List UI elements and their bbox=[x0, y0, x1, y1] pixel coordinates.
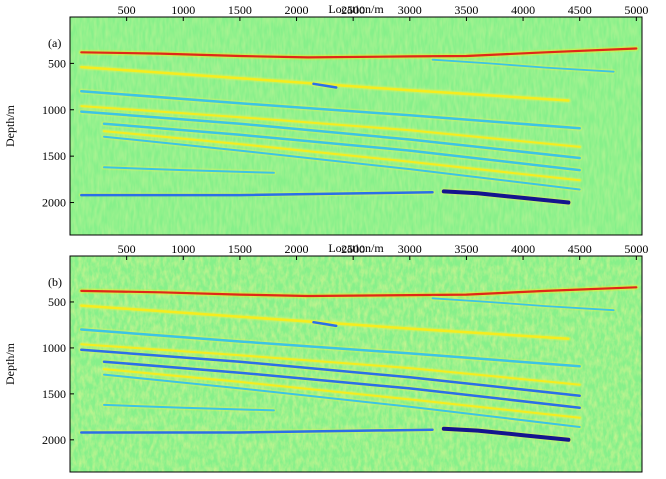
panel-a-reflectors bbox=[78, 46, 639, 206]
panel-b-reflectors bbox=[78, 284, 639, 444]
y-tick-label: 1000 bbox=[42, 341, 66, 355]
panel-a-label: (a) bbox=[48, 36, 61, 50]
x-tick-label: 500 bbox=[118, 242, 136, 256]
reflector-line bbox=[80, 191, 434, 197]
x-tick-label: 3500 bbox=[454, 242, 478, 256]
y-tick-label: 500 bbox=[48, 56, 66, 70]
x-tick-label: 4500 bbox=[568, 242, 592, 256]
x-tick-label: 5000 bbox=[624, 3, 648, 17]
reflector-line bbox=[80, 328, 581, 368]
x-tick-label: 2500 bbox=[341, 3, 365, 17]
x-tick-label: 3000 bbox=[398, 3, 422, 17]
x-tick-label: 4000 bbox=[511, 3, 535, 17]
panel-b-y-axis-label: Depth/m bbox=[3, 342, 17, 385]
x-tick-label: 1000 bbox=[171, 3, 195, 17]
panel-a: 500 1000 1500 2000 2500 3000 3500 4000 4500 5000 … bbox=[3, 2, 648, 236]
reflector-line bbox=[431, 58, 615, 73]
reflector-line bbox=[80, 47, 638, 59]
x-tick-label: 5000 bbox=[624, 242, 648, 256]
x-tick-label: 2500 bbox=[341, 242, 365, 256]
x-tick-label: 4500 bbox=[568, 3, 592, 17]
x-tick-label: 3000 bbox=[398, 242, 422, 256]
panel-a-y-ticks: 500 1000 1500 2000 bbox=[42, 56, 74, 210]
reflector-line bbox=[80, 89, 581, 130]
panel-b-x-axis-label: Location/m bbox=[328, 241, 384, 255]
y-tick-label: 2000 bbox=[42, 196, 66, 210]
reflector-line bbox=[80, 105, 581, 148]
reflector-line bbox=[80, 343, 581, 386]
x-tick-label: 1500 bbox=[228, 3, 252, 17]
reflector-line bbox=[102, 360, 581, 409]
reflector-line bbox=[102, 122, 581, 172]
panel-a-y-axis-label: Depth/m bbox=[3, 104, 17, 147]
panel-b-y-ticks: 500 1000 1500 2000 bbox=[42, 295, 74, 447]
panel-b-x-ticks: 500 1000 1500 2000 2500 3000 3500 4000 4500 5000 bbox=[118, 242, 648, 260]
reflector-line bbox=[103, 373, 581, 428]
panel-b: 500 1000 1500 2000 2500 3000 3500 4000 4500 5000 … bbox=[3, 241, 648, 473]
y-tick-label: 500 bbox=[48, 295, 66, 309]
x-tick-label: 2000 bbox=[285, 3, 309, 17]
panel-b-label: (b) bbox=[48, 275, 62, 289]
panel-a-frame bbox=[69, 16, 643, 236]
reflector-line bbox=[103, 368, 581, 419]
reflector-line bbox=[80, 428, 434, 434]
y-tick-label: 2000 bbox=[42, 433, 66, 447]
reflector-line bbox=[80, 348, 581, 397]
reflector-line bbox=[312, 320, 338, 328]
y-tick-label: 1500 bbox=[42, 387, 66, 401]
x-tick-label: 1500 bbox=[228, 242, 252, 256]
reflector-line bbox=[312, 82, 338, 89]
x-tick-label: 1000 bbox=[171, 242, 195, 256]
reflector-line bbox=[441, 189, 571, 205]
x-tick-label: 4000 bbox=[511, 242, 535, 256]
panel-b-frame bbox=[69, 255, 643, 473]
x-tick-label: 500 bbox=[118, 3, 136, 17]
panel-a-x-ticks: 500 1000 1500 2000 2500 3000 3500 4000 4500 5000 bbox=[118, 3, 648, 21]
reflector-line bbox=[103, 130, 581, 182]
reflector-line bbox=[431, 297, 615, 312]
reflector-line bbox=[103, 166, 275, 174]
x-tick-label: 3500 bbox=[454, 3, 478, 17]
reflector-line bbox=[103, 403, 275, 412]
panel-a-x-axis-label: Location/m bbox=[328, 2, 384, 16]
reflector-line bbox=[441, 426, 571, 442]
reflector-line bbox=[80, 110, 581, 160]
reflector-line bbox=[80, 286, 638, 298]
reflector-line bbox=[103, 135, 581, 191]
y-tick-label: 1500 bbox=[42, 149, 66, 163]
x-tick-label: 2000 bbox=[285, 242, 309, 256]
y-tick-label: 1000 bbox=[42, 103, 66, 117]
